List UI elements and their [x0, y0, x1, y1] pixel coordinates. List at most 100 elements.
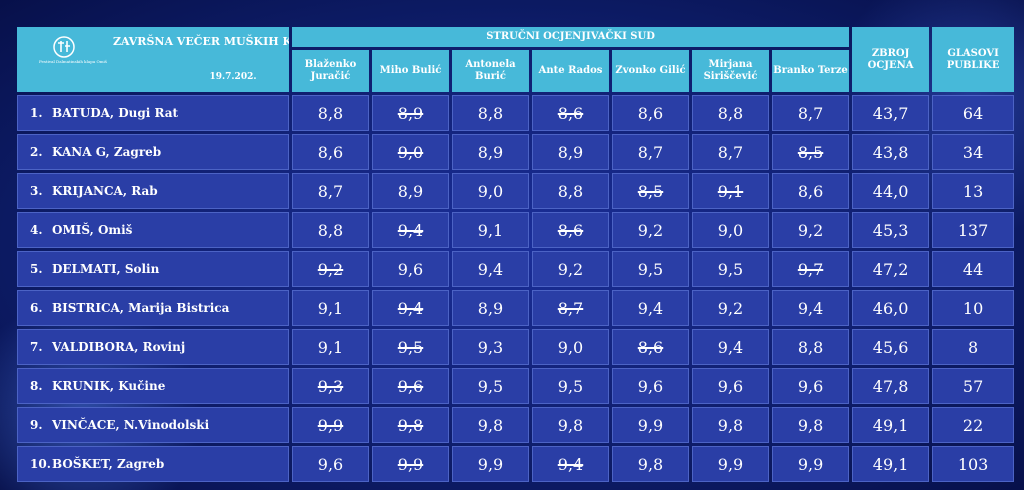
group-name: KRUNIK, Kučine [52, 379, 166, 393]
score-value: 8,7 [797, 103, 824, 123]
judge-score: 9,8 [612, 446, 689, 482]
judge-score: 8,6 [532, 212, 609, 248]
judge-score: 8,5 [612, 173, 689, 209]
discarded-score: 9,0 [397, 142, 424, 162]
score-value: 9,1 [477, 220, 504, 240]
score-value: 8,9 [477, 142, 504, 162]
audience-votes: 13 [932, 173, 1015, 209]
score-value: 9,0 [717, 220, 744, 240]
group-name-cell: 2. KANA G, Zagreb [17, 134, 289, 170]
score-value: 9,6 [397, 259, 424, 279]
judge-score: 9,6 [692, 368, 769, 404]
score-value: 9,4 [477, 259, 504, 279]
jury-group-header: STRUČNI OCJENJIVAČKI SUD [292, 27, 850, 47]
group-name-cell: 9. VINČACE, N.Vinodolski [17, 407, 289, 443]
score-value: 9,8 [797, 415, 824, 435]
festival-logo: Festival Dalmatinskih klapa Omiš [39, 35, 107, 87]
score-value: 8,8 [717, 103, 744, 123]
group-name: VINČACE, N.Vinodolski [52, 418, 210, 432]
score-value: 9,4 [797, 298, 824, 318]
judge-score: 8,9 [452, 290, 529, 326]
judge-score: 9,2 [612, 212, 689, 248]
judge-score: 9,3 [292, 368, 369, 404]
judge-header: Mirjana Siriščević [692, 50, 769, 92]
score-value: 8,7 [717, 142, 744, 162]
judge-score: 9,9 [292, 407, 369, 443]
table-row: 3. KRIJANCA, Rab 8,7 8,9 9,0 8,8 8,5 9,1 8,6 44,0… [17, 173, 1015, 209]
rank-number: 10. [30, 457, 51, 471]
score-value: 9,5 [717, 259, 744, 279]
score-value: 9,9 [717, 454, 744, 474]
judge-score: 8,8 [532, 173, 609, 209]
group-name: BISTRICA, Marija Bistrica [52, 301, 230, 315]
discarded-score: 9,1 [717, 181, 744, 201]
judge-score: 9,1 [292, 329, 369, 365]
event-title: ZAVRŠNA VEČER MUŠKIH KLAPA [113, 35, 289, 48]
judge-score: 8,7 [692, 134, 769, 170]
rank-number: 8. [30, 379, 43, 393]
discarded-score: 8,6 [557, 220, 584, 240]
judge-header: Antonela Burić [452, 50, 529, 92]
judge-score: 8,8 [772, 329, 850, 365]
score-value: 8,9 [477, 298, 504, 318]
judge-score: 8,9 [372, 95, 449, 131]
judge-score: 9,0 [372, 134, 449, 170]
table-row: 10.BOŠKET, Zagreb 9,6 9,9 9,9 9,4 9,8 9,9 9,9 49… [17, 446, 1015, 482]
discarded-score: 9,7 [797, 259, 824, 279]
judge-score: 9,9 [372, 446, 449, 482]
judge-score: 9,8 [772, 407, 850, 443]
discarded-score: 8,6 [637, 337, 664, 357]
discarded-score: 9,4 [397, 298, 424, 318]
audience-votes: 22 [932, 407, 1015, 443]
audience-votes: 10 [932, 290, 1015, 326]
group-name-cell: 5. DELMATI, Solin [17, 251, 289, 287]
group-name-cell: 3. KRIJANCA, Rab [17, 173, 289, 209]
discarded-score: 8,5 [637, 181, 664, 201]
judge-score: 9,6 [372, 251, 449, 287]
score-value: 9,6 [637, 376, 664, 396]
discarded-score: 8,5 [797, 142, 824, 162]
audience-votes: 64 [932, 95, 1015, 131]
judge-score: 9,5 [372, 329, 449, 365]
judge-score: 8,6 [612, 95, 689, 131]
score-value: 8,8 [317, 220, 344, 240]
judge-header: Miho Bulić [372, 50, 449, 92]
group-name-cell: 10.BOŠKET, Zagreb [17, 446, 289, 482]
judge-header: Zvonko Gilić [612, 50, 689, 92]
judge-score: 8,7 [772, 95, 850, 131]
judge-score: 8,5 [772, 134, 850, 170]
score-value: 9,2 [797, 220, 824, 240]
judge-score: 9,6 [612, 368, 689, 404]
discarded-score: 8,9 [397, 103, 424, 123]
rank-number: 5. [30, 262, 43, 276]
rank-number: 3. [30, 184, 43, 198]
judge-score: 9,9 [772, 446, 850, 482]
judge-score: 9,8 [692, 407, 769, 443]
group-name: BOŠKET, Zagreb [52, 457, 165, 471]
score-value: 9,1 [317, 337, 344, 357]
judge-score: 8,8 [692, 95, 769, 131]
judge-score: 9,0 [692, 212, 769, 248]
judge-header: Branko Terze [772, 50, 850, 92]
discarded-score: 9,8 [397, 415, 424, 435]
judge-score: 9,5 [532, 368, 609, 404]
total-score: 47,8 [852, 368, 930, 404]
judge-score: 9,3 [452, 329, 529, 365]
score-value: 8,8 [477, 103, 504, 123]
judge-score: 9,2 [772, 212, 850, 248]
total-score: 46,0 [852, 290, 930, 326]
score-value: 9,0 [557, 337, 584, 357]
event-date: 19.7.202. [209, 72, 257, 82]
score-value: 9,9 [637, 415, 664, 435]
score-value: 8,9 [397, 181, 424, 201]
score-value: 9,6 [717, 376, 744, 396]
votes-header: GLASOVI PUBLIKE [932, 27, 1015, 92]
group-name-cell: 4. OMIŠ, Omiš [17, 212, 289, 248]
score-value: 9,1 [317, 298, 344, 318]
rank-number: 6. [30, 301, 43, 315]
judge-score: 9,6 [772, 368, 850, 404]
event-header: Festival Dalmatinskih klapa Omiš ZAVRŠNA… [17, 27, 289, 92]
score-value: 9,9 [797, 454, 824, 474]
judge-score: 9,4 [532, 446, 609, 482]
total-score: 45,6 [852, 329, 930, 365]
